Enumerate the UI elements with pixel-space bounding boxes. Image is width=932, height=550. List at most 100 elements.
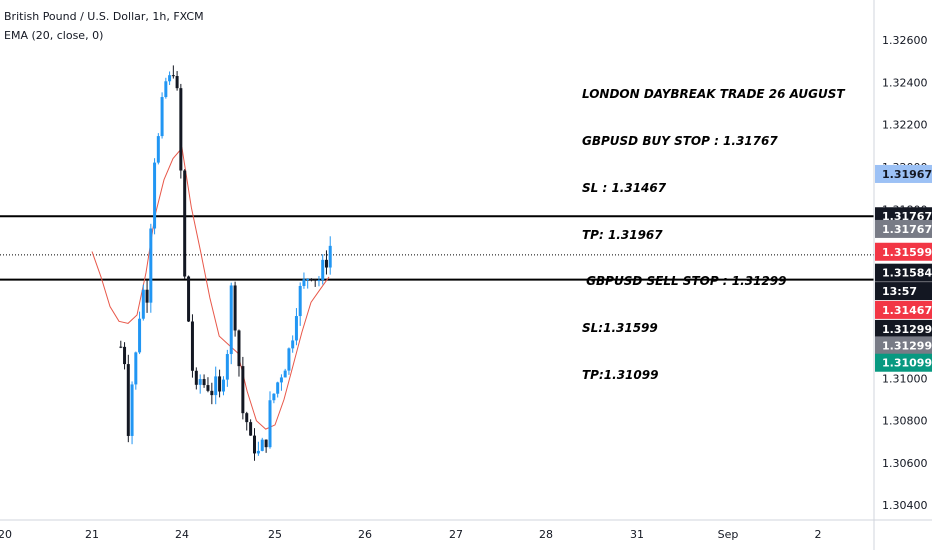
price-label-badge [875, 353, 932, 372]
price-label-text: 1.31299 [882, 323, 932, 336]
price-tick-label: 1.31000 [882, 372, 928, 385]
price-label-text: 1.31767 [882, 223, 932, 236]
price-label-badge [875, 300, 932, 319]
candle-body [328, 245, 332, 268]
candle-body [145, 289, 149, 303]
price-tick-label: 1.32600 [882, 34, 928, 47]
price-label-text: 13:57 [882, 285, 917, 298]
candle-body [268, 400, 272, 448]
candle-body [168, 75, 172, 82]
candle-body [190, 321, 194, 371]
price-label-badge [875, 242, 932, 261]
candle-body [156, 136, 160, 163]
candle-body [160, 97, 164, 137]
candle-body [198, 379, 202, 385]
candles [119, 65, 332, 461]
candle-body [237, 330, 241, 367]
time-tick-label: 31 [630, 528, 644, 541]
note-line: TP: 1.31967 [582, 227, 663, 242]
candle-body [164, 81, 168, 98]
time-tick-label: 27 [449, 528, 463, 541]
candle-body [256, 450, 260, 454]
time-tick-label: 26 [358, 528, 372, 541]
candle-body [306, 278, 310, 280]
time-tick-label: 28 [539, 528, 553, 541]
candle-body [298, 285, 302, 317]
candle-body [153, 162, 157, 229]
note-line: SL : 1.31467 [582, 180, 667, 195]
price-axis-labels: 1.319671.317671.317671.315991.3158413:57… [875, 164, 932, 372]
time-tick-label: 21 [85, 528, 99, 541]
price-label-text: 1.31099 [882, 357, 932, 370]
candle-body [210, 390, 214, 396]
candle-body [309, 278, 313, 280]
candle-body [134, 352, 138, 385]
candle-body [241, 366, 245, 414]
candle-body [302, 279, 306, 286]
symbol-title[interactable]: British Pound / U.S. Dollar, 1h, FXCM [4, 10, 204, 23]
candle-body [276, 382, 280, 394]
note-line: TP:1.31099 [582, 367, 659, 382]
price-tick-label: 1.30600 [882, 457, 928, 470]
candle-body [123, 346, 127, 365]
ema-indicator-label[interactable]: EMA (20, close, 0) [4, 29, 104, 42]
candle-body [179, 88, 183, 171]
candle-body [272, 393, 276, 401]
time-tick-label: Sep [718, 528, 739, 541]
candle-body [287, 348, 291, 371]
candle-body [245, 413, 249, 423]
candle-body [183, 170, 187, 277]
price-tick-label: 1.32200 [882, 119, 928, 132]
price-label-badge [875, 319, 932, 338]
note-line: SL:1.31599 [582, 321, 658, 336]
candle-body [221, 379, 225, 392]
ema-line [91, 146, 330, 430]
candle-body [252, 435, 256, 454]
candle-body [291, 340, 295, 349]
price-label-badge [875, 282, 932, 301]
candle-body [264, 439, 268, 448]
candle-body [138, 318, 142, 353]
candle-body [126, 364, 130, 436]
price-label-badge [875, 164, 932, 183]
candle-body [175, 76, 179, 89]
candle-body [324, 259, 328, 268]
time-tick-label: 25 [268, 528, 282, 541]
candle-body [294, 316, 298, 341]
candle-body [214, 376, 218, 396]
price-label-badge [875, 336, 932, 355]
candle-body [249, 422, 253, 436]
trade-note: LONDON DAYBREAK TRADE 26 AUGUST GBPUSD B… [582, 56, 845, 399]
candle-body [130, 384, 134, 436]
price-label-text: 1.31299 [882, 339, 932, 352]
candle-body [229, 285, 233, 355]
candle-body [313, 279, 317, 281]
candle-body [218, 376, 222, 392]
candle-body [225, 354, 229, 380]
candle-body [141, 289, 145, 319]
candle-body [202, 379, 206, 386]
price-label-badge [875, 219, 932, 238]
time-tick-label: 20 [0, 528, 12, 541]
note-line: GBPUSD SELL STOP : 1.31299 [582, 274, 787, 289]
price-label-badge [875, 263, 932, 282]
candle-body [119, 346, 123, 348]
horizontal-levels [0, 215, 874, 281]
time-axis-ticks: 20 21 24 25 26 27 28 31 Sep 2 [0, 528, 822, 541]
candle-body [317, 280, 321, 282]
price-tick-label: 1.30400 [882, 499, 928, 512]
price-label-text: 1.31599 [882, 246, 932, 259]
note-line: GBPUSD BUY STOP : 1.31767 [582, 133, 778, 148]
candle-body [321, 259, 325, 281]
candle-body [283, 370, 287, 378]
candle-body [206, 385, 210, 391]
time-tick-label: 2 [815, 528, 822, 541]
candle-body [187, 276, 191, 322]
candle-body [260, 439, 264, 451]
candle-body [279, 377, 283, 383]
price-label-text: 1.31967 [882, 168, 932, 181]
price-label-text: 1.31467 [882, 304, 932, 317]
candle-body [233, 285, 237, 331]
candle-body [171, 75, 175, 77]
